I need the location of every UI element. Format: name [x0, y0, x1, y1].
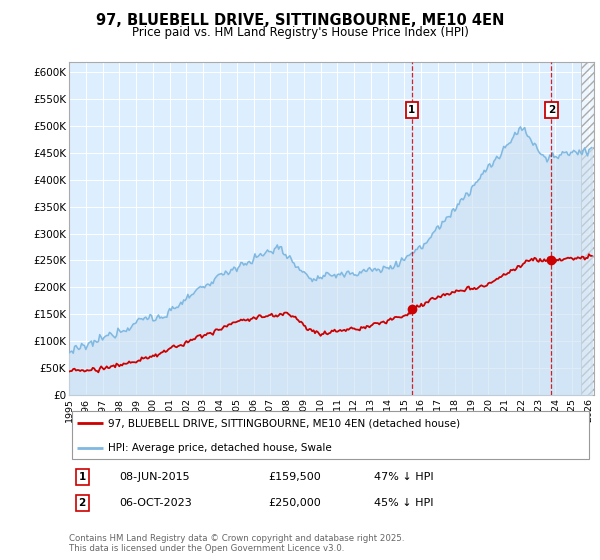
Text: 97, BLUEBELL DRIVE, SITTINGBOURNE, ME10 4EN: 97, BLUEBELL DRIVE, SITTINGBOURNE, ME10 … — [96, 13, 504, 28]
FancyBboxPatch shape — [71, 412, 589, 459]
Text: Price paid vs. HM Land Registry's House Price Index (HPI): Price paid vs. HM Land Registry's House … — [131, 26, 469, 39]
Text: 06-OCT-2023: 06-OCT-2023 — [119, 498, 191, 508]
Text: 1: 1 — [79, 472, 86, 482]
Text: 2: 2 — [79, 498, 86, 508]
Bar — [581, 62, 594, 395]
Text: 47% ↓ HPI: 47% ↓ HPI — [373, 472, 433, 482]
Text: Contains HM Land Registry data © Crown copyright and database right 2025.
This d: Contains HM Land Registry data © Crown c… — [69, 534, 404, 553]
Text: 2: 2 — [548, 105, 555, 115]
Text: 45% ↓ HPI: 45% ↓ HPI — [373, 498, 433, 508]
Text: 1: 1 — [408, 105, 415, 115]
Text: £159,500: £159,500 — [269, 472, 321, 482]
Text: 08-JUN-2015: 08-JUN-2015 — [119, 472, 190, 482]
Text: 97, BLUEBELL DRIVE, SITTINGBOURNE, ME10 4EN (detached house): 97, BLUEBELL DRIVE, SITTINGBOURNE, ME10 … — [109, 418, 461, 428]
Text: HPI: Average price, detached house, Swale: HPI: Average price, detached house, Swal… — [109, 442, 332, 452]
Text: £250,000: £250,000 — [269, 498, 321, 508]
Bar — [581, 62, 594, 395]
